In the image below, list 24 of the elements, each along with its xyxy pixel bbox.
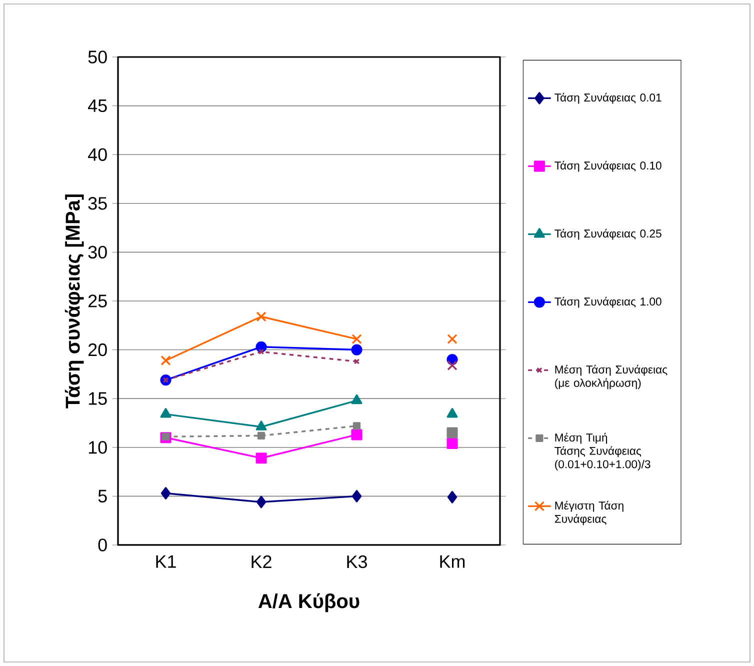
y-tick-label: 45 xyxy=(88,100,107,112)
y-tick-label: 0 xyxy=(98,538,107,552)
y-tick-label: 5 xyxy=(98,490,107,502)
legend-label: Τάση Συνάφειας 1.00 xyxy=(554,296,662,308)
y-axis-title: Τάση συνάφειας [MPa] xyxy=(64,194,84,408)
legend-label: Τάση Συνάφειας 0.10 xyxy=(554,160,662,172)
x-tick-label: K2 xyxy=(252,555,272,568)
y-tick-label: 50 xyxy=(88,50,107,64)
legend-label: Μέγιστη Τάση Συνάφειας xyxy=(554,500,624,526)
y-tick-label: 35 xyxy=(88,197,107,210)
x-tick-label: K1 xyxy=(156,555,176,568)
y-tick-label: 10 xyxy=(88,441,107,454)
y-tick-label: 25 xyxy=(88,294,107,308)
x-axis-title: Α/Α Κύβου xyxy=(258,593,360,612)
legend-label: Μέση Τιμή Τάσης Συνάφειας (0.01+0.10+1.00)/3 xyxy=(554,432,650,470)
y-tick-label: 30 xyxy=(88,246,107,259)
x-tick-label: K3 xyxy=(347,555,367,568)
legend-label: Τάση Συνάφειας 0.25 xyxy=(554,228,662,240)
x-tick-label: Km xyxy=(440,555,465,568)
y-tick-label: 20 xyxy=(88,343,107,356)
y-tick-label: 15 xyxy=(88,392,107,405)
legend-label: Τάση Συνάφειας 0.01 xyxy=(554,92,662,104)
legend-label: Μέση Τάση Συνάφειας (με ολοκλήρωση) xyxy=(555,364,668,390)
y-tick-label: 40 xyxy=(88,148,107,161)
